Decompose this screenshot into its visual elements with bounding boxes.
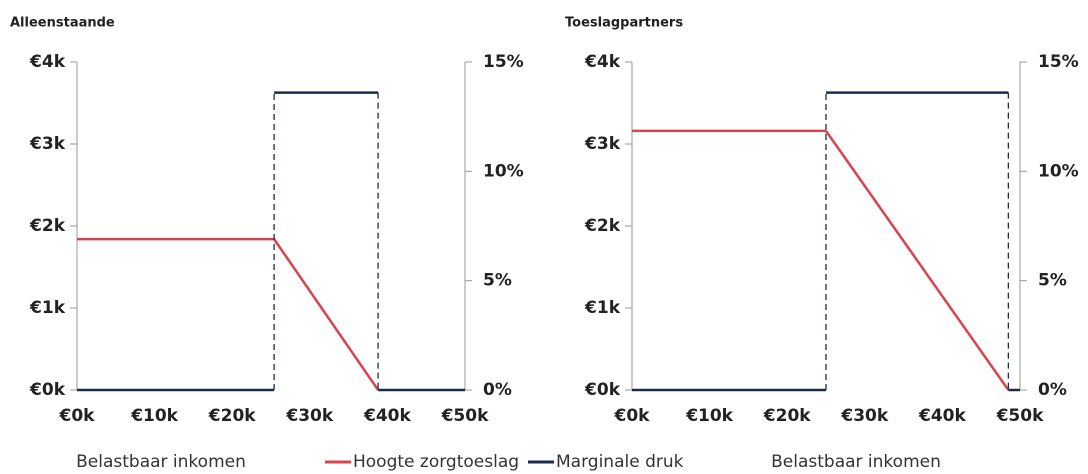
y-tick-label: €2k [584,216,621,236]
series-segment [273,238,380,391]
y2-tick-label: 15% [1038,52,1079,72]
x-tick-label: €30k [840,406,888,426]
x-axis-label: Belastbaar inkomen [771,452,941,472]
chart-title: Toeslagpartners [565,16,683,31]
y2-tick-label: 5% [1038,271,1067,291]
y-tick-label: €3k [584,134,621,154]
y2-tick-label: 15% [483,52,524,72]
x-tick-label: €0k [614,406,651,426]
y-tick-label: €0k [29,380,66,400]
x-tick-label: €30k [285,406,333,426]
x-tick-label: €50k [441,406,489,426]
y-tick-label: €3k [29,134,66,154]
y2-tick-label: 10% [1038,161,1079,181]
x-axis-label: Belastbaar inkomen [76,452,246,472]
y-tick-label: €2k [29,216,66,236]
x-tick-label: €50k [996,406,1044,426]
y-tick-label: €1k [29,298,66,318]
y-tick-label: €0k [584,380,621,400]
chart-title: Alleenstaande [10,16,115,31]
y-tick-label: €4k [584,52,621,72]
y-tick-label: €1k [584,298,621,318]
y2-tick-label: 0% [1038,380,1067,400]
y2-tick-label: 5% [483,271,512,291]
x-tick-label: €20k [763,406,811,426]
x-tick-label: €10k [685,406,733,426]
y-tick-label: €4k [29,52,66,72]
x-tick-label: €20k [208,406,256,426]
x-tick-label: €10k [130,406,178,426]
x-tick-label: €0k [59,406,96,426]
series-segment [824,130,1010,391]
x-tick-label: €40k [918,406,966,426]
legend-label: Marginale druk [556,452,684,472]
y2-tick-label: 0% [483,380,512,400]
legend-label: Hoogte zorgtoeslag [353,452,519,472]
x-tick-label: €40k [363,406,411,426]
y2-tick-label: 10% [483,161,524,181]
